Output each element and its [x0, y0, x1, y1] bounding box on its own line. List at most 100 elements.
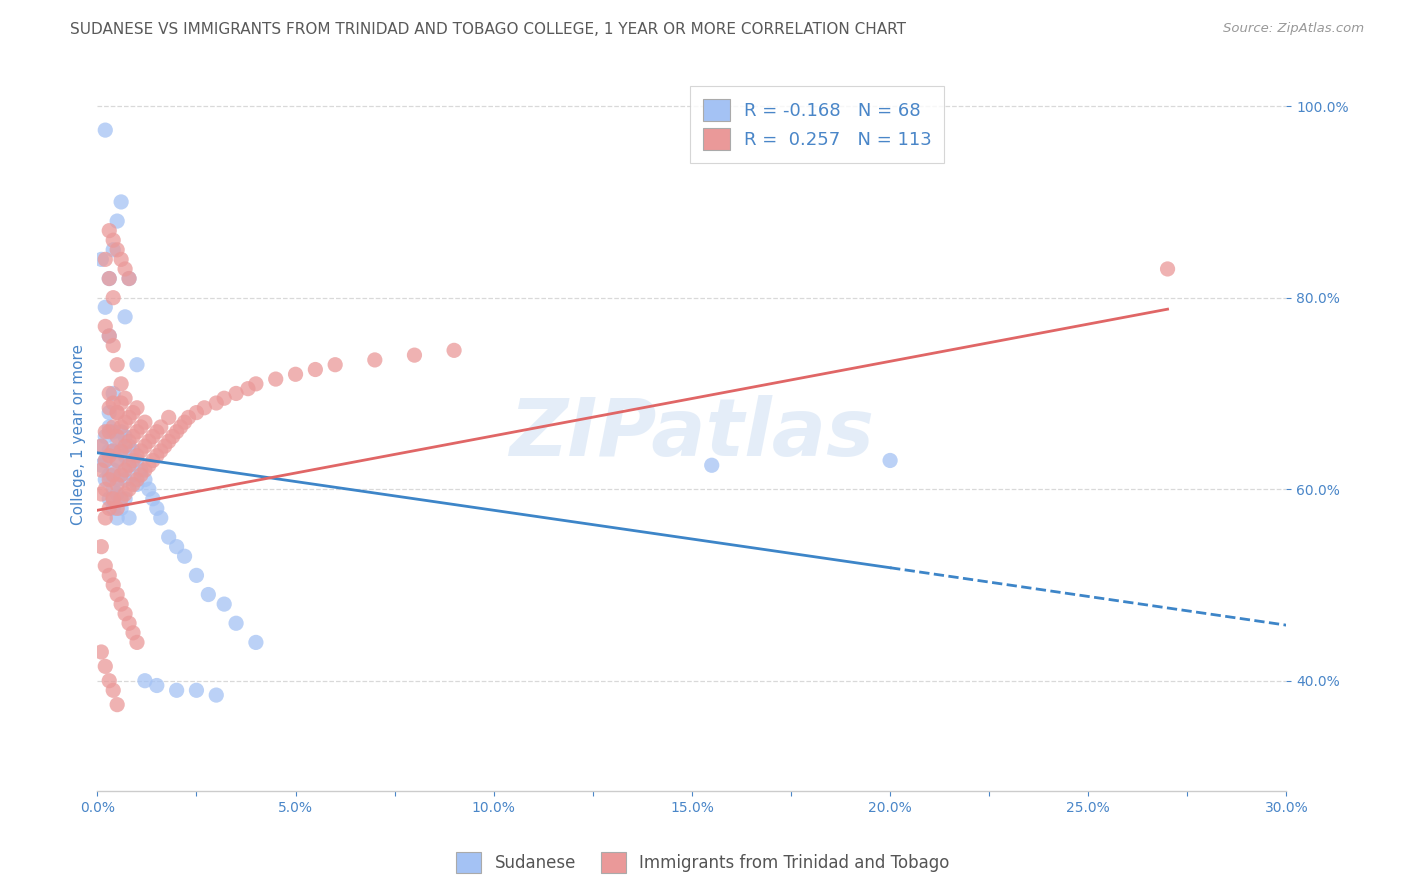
Point	[404, 348, 426, 362]
Point	[103, 482, 125, 496]
Point	[284, 368, 307, 382]
Point	[125, 477, 148, 491]
Point	[236, 382, 259, 396]
Point	[364, 353, 387, 368]
Point	[118, 271, 141, 285]
Point	[110, 443, 132, 458]
Point	[138, 458, 160, 473]
Point	[90, 645, 112, 659]
Point	[118, 271, 141, 285]
Point	[166, 425, 188, 439]
Point	[118, 439, 141, 453]
Point	[122, 625, 145, 640]
Point	[225, 386, 247, 401]
Point	[94, 453, 117, 467]
Point	[90, 487, 112, 501]
Point	[245, 635, 267, 649]
Point	[245, 376, 267, 391]
Point	[105, 487, 128, 501]
Point	[105, 406, 128, 420]
Point	[103, 491, 125, 506]
Point	[103, 467, 125, 482]
Point	[103, 443, 125, 458]
Point	[94, 123, 117, 137]
Point	[118, 458, 141, 473]
Point	[146, 679, 169, 693]
Point	[879, 453, 901, 467]
Point	[205, 688, 228, 702]
Point	[118, 482, 141, 496]
Point	[193, 401, 215, 415]
Point	[110, 252, 132, 267]
Point	[110, 501, 132, 516]
Point	[98, 491, 121, 506]
Point	[118, 616, 141, 631]
Point	[105, 429, 128, 443]
Point	[103, 463, 125, 477]
Point	[105, 406, 128, 420]
Point	[103, 683, 125, 698]
Point	[125, 401, 148, 415]
Point	[173, 415, 195, 429]
Point	[114, 463, 136, 477]
Point	[103, 420, 125, 434]
Point	[173, 549, 195, 564]
Point	[134, 415, 156, 429]
Point	[114, 473, 136, 487]
Point	[90, 252, 112, 267]
Point	[98, 329, 121, 343]
Point	[90, 540, 112, 554]
Point	[162, 429, 184, 443]
Point	[134, 473, 156, 487]
Legend: Sudanese, Immigrants from Trinidad and Tobago: Sudanese, Immigrants from Trinidad and T…	[450, 846, 956, 880]
Point	[110, 467, 132, 482]
Point	[114, 491, 136, 506]
Point	[146, 449, 169, 463]
Point	[212, 597, 235, 611]
Point	[90, 439, 112, 453]
Point	[169, 420, 191, 434]
Point	[98, 401, 121, 415]
Point	[157, 410, 180, 425]
Point	[98, 224, 121, 238]
Point	[129, 443, 152, 458]
Point	[105, 473, 128, 487]
Point	[166, 540, 188, 554]
Point	[105, 243, 128, 257]
Point	[146, 425, 169, 439]
Point	[186, 683, 208, 698]
Point	[114, 429, 136, 443]
Point	[105, 453, 128, 467]
Point	[98, 467, 121, 482]
Point	[110, 443, 132, 458]
Point	[114, 439, 136, 453]
Point	[125, 635, 148, 649]
Point	[103, 396, 125, 410]
Point	[153, 439, 176, 453]
Point	[94, 319, 117, 334]
Point	[94, 429, 117, 443]
Point	[103, 338, 125, 352]
Point	[94, 453, 117, 467]
Point	[149, 443, 172, 458]
Point	[122, 406, 145, 420]
Point	[129, 467, 152, 482]
Point	[186, 568, 208, 582]
Point	[110, 491, 132, 506]
Point	[103, 425, 125, 439]
Point	[1156, 262, 1178, 277]
Point	[105, 434, 128, 449]
Point	[103, 291, 125, 305]
Text: ZIPatlas: ZIPatlas	[509, 395, 875, 473]
Point	[103, 233, 125, 247]
Point	[122, 477, 145, 491]
Point	[122, 467, 145, 482]
Point	[110, 194, 132, 209]
Point	[264, 372, 287, 386]
Point	[105, 214, 128, 228]
Point	[125, 453, 148, 467]
Point	[122, 429, 145, 443]
Point	[114, 310, 136, 324]
Point	[114, 262, 136, 277]
Point	[177, 410, 200, 425]
